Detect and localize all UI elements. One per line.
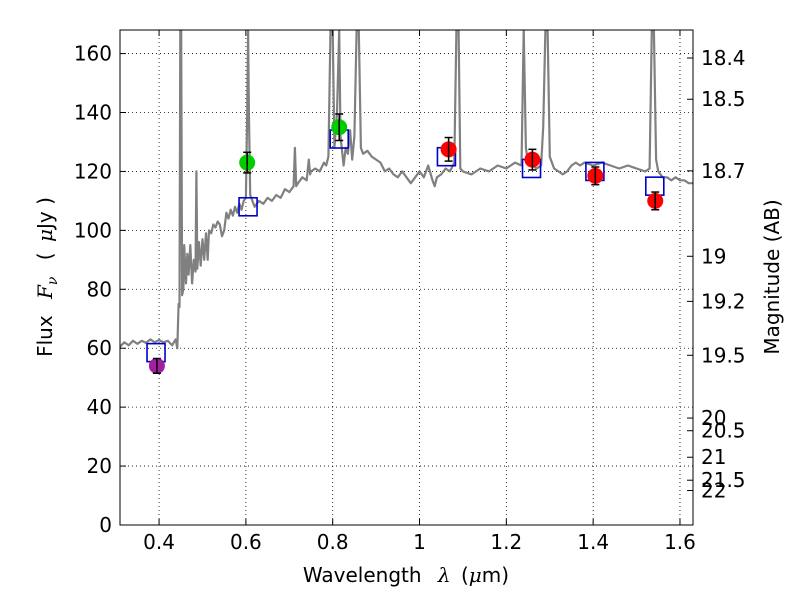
- x-axis-label: Wavelength λ (μm): [303, 563, 509, 587]
- y-tick-label: 80: [87, 277, 112, 301]
- x-tick-label: 1.4: [577, 530, 609, 554]
- x-axis-unit-mu: μ: [469, 563, 482, 587]
- y-tick-label: 0: [99, 513, 112, 537]
- x-axis-symbol: λ: [437, 563, 451, 587]
- y-tick-label: 60: [87, 336, 112, 360]
- y-tick-label: 160: [74, 42, 112, 66]
- x-tick-label: 1.2: [490, 530, 522, 554]
- x-tick-label: 0.4: [143, 530, 175, 554]
- y-axis-symbol: F: [33, 284, 57, 300]
- y-tick-label: 100: [74, 218, 112, 242]
- y-tick-label: 20: [87, 454, 112, 478]
- y2-tick-label: 21.5: [701, 468, 746, 492]
- y-axis-label: Flux Fν ( μJy ): [33, 197, 62, 357]
- y2-tick-label: 19: [701, 244, 726, 268]
- y2-tick-label: 22: [701, 479, 726, 503]
- y-axis-unit-rest: Jy ): [33, 197, 57, 231]
- y-tick-label: 140: [74, 101, 112, 125]
- model-spectrum-line: [120, 30, 693, 350]
- x-tick-label: 0.8: [317, 530, 349, 554]
- y-axis-unit-open: (: [33, 252, 57, 260]
- x-axis-unit-open: (: [461, 563, 469, 587]
- y-axis-label-text: Flux: [33, 315, 57, 357]
- x-tick-label: 1.6: [664, 530, 696, 554]
- y2-axis-label: Magnitude (AB): [760, 199, 784, 354]
- y-axis-symbol-sub: ν: [45, 276, 61, 285]
- y-axis-unit-mu: μ: [33, 229, 57, 242]
- y2-tick-label: 18.4: [701, 46, 746, 70]
- plot-frame: [119, 29, 694, 526]
- x-axis-unit-rest: m): [482, 563, 509, 587]
- y2-tick-label: 18.5: [701, 87, 746, 111]
- y2-tick-label: 19.5: [701, 343, 746, 367]
- y2-tick-label: 19.2: [701, 289, 746, 313]
- y2-tick-label: 18.7: [701, 159, 746, 183]
- x-tick-label: 1: [413, 530, 426, 554]
- grid: [120, 30, 693, 525]
- y2-tick-label: 20.5: [701, 419, 746, 443]
- x-tick-label: 0.6: [230, 530, 262, 554]
- model-photometry-box: [238, 196, 258, 217]
- y2-tick-label: 21: [701, 445, 726, 469]
- x-axis-label-text: Wavelength: [303, 563, 422, 587]
- y-tick-label: 120: [74, 159, 112, 183]
- y2-tick-label: 20: [701, 406, 726, 430]
- y-tick-label: 40: [87, 395, 112, 419]
